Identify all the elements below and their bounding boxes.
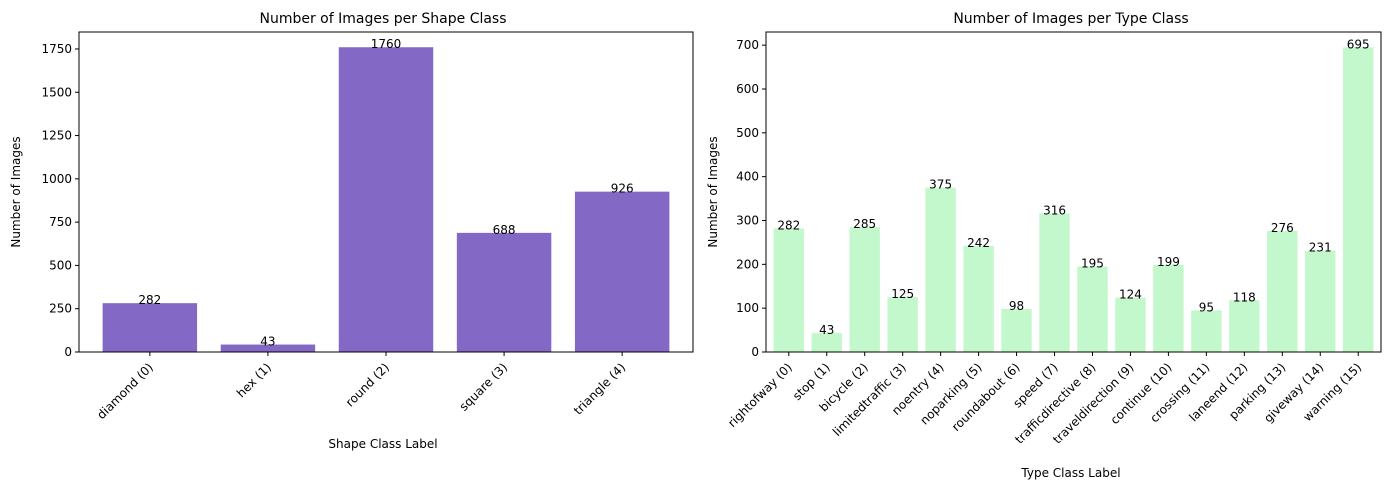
- bar: [887, 297, 918, 352]
- bar: [925, 187, 956, 352]
- y-tick-label: 1250: [41, 129, 72, 143]
- y-tick-label: 0: [64, 345, 72, 359]
- data-label: 195: [1081, 257, 1104, 271]
- y-tick-label: 750: [49, 215, 72, 229]
- bar: [1115, 297, 1146, 352]
- y-ticks: 0 250 500 750 1000 1250 1500 1750: [41, 42, 79, 359]
- data-label: 124: [1119, 288, 1142, 302]
- data-label: 688: [493, 223, 516, 237]
- bar: [1153, 264, 1184, 352]
- data-label: 199: [1157, 255, 1180, 269]
- x-tick-label: diamond (0): [94, 360, 156, 422]
- bar: [849, 227, 880, 352]
- y-tick-label: 250: [49, 302, 72, 316]
- x-tick-label: square (3): [457, 360, 511, 414]
- type-class-chart: Number of Images per Type Class Type Cla…: [706, 11, 1382, 480]
- x-tick-label: round (2): [343, 360, 392, 409]
- x-ticks: rightofway (0)stop (1)bicycle (2)limited…: [725, 352, 1364, 447]
- data-label: 926: [611, 182, 634, 196]
- chart-title: Number of Images per Shape Class: [259, 11, 506, 27]
- x-ticks: diamond (0) hex (1) round (2) square (3) tri…: [94, 352, 628, 422]
- data-label: 125: [891, 287, 914, 301]
- y-tick-label: 600: [736, 82, 759, 96]
- y-ticks: 0 100 200 300 400 500 600 700: [736, 38, 766, 359]
- bar-marks: [773, 47, 1374, 352]
- y-tick-label: 300: [736, 213, 759, 227]
- y-tick-label: 200: [736, 257, 759, 271]
- y-tick-label: 100: [736, 301, 759, 315]
- bar: [963, 245, 994, 352]
- data-label: 43: [819, 323, 834, 337]
- data-label: 43: [260, 335, 275, 349]
- data-label: 282: [777, 218, 800, 232]
- bar: [1305, 250, 1336, 352]
- data-label: 118: [1233, 290, 1256, 304]
- bar: [1039, 213, 1070, 352]
- data-label: 98: [1009, 299, 1024, 313]
- x-axis-label: Shape Class Label: [328, 437, 437, 451]
- y-tick-label: 1750: [41, 42, 72, 56]
- data-labels: 282 43 1760 688 926: [138, 37, 633, 348]
- y-tick-label: 400: [736, 170, 759, 184]
- y-axis-label: Number of Images: [706, 136, 720, 247]
- data-label: 285: [853, 217, 876, 231]
- y-tick-label: 0: [751, 345, 759, 359]
- data-label: 375: [929, 178, 952, 192]
- bar: [1001, 309, 1032, 352]
- plot-frame: [765, 31, 1382, 353]
- bar: [220, 344, 316, 352]
- data-label: 695: [1347, 37, 1370, 51]
- data-label: 242: [967, 236, 990, 250]
- y-axis-label: Number of Images: [9, 136, 23, 247]
- x-axis-label: Type Class Label: [1020, 466, 1120, 480]
- data-label: 282: [138, 293, 161, 307]
- data-label: 276: [1271, 221, 1294, 235]
- data-label: 231: [1309, 241, 1332, 255]
- x-tick-label: roundabout (6): [949, 360, 1023, 434]
- data-label: 316: [1043, 203, 1066, 217]
- bar: [456, 232, 552, 352]
- bar: [1077, 266, 1108, 352]
- bar: [338, 47, 434, 352]
- y-tick-label: 500: [49, 258, 72, 272]
- bar-marks: [102, 47, 670, 352]
- bar: [1229, 300, 1260, 352]
- x-tick-label: hex (1): [234, 360, 274, 400]
- data-labels: 282 43 285 125 375 242 98 316 195 124 199 95 118 276 2…: [777, 37, 1369, 337]
- bar: [773, 228, 804, 352]
- bar: [1343, 47, 1374, 352]
- y-tick-label: 700: [736, 38, 759, 52]
- bar: [1267, 231, 1298, 352]
- y-tick-label: 1000: [41, 172, 72, 186]
- x-tick-label: triangle (4): [571, 360, 628, 417]
- data-label: 95: [1199, 300, 1214, 314]
- shape-class-chart: Number of Images per Shape Class Shape C…: [9, 11, 694, 451]
- bar: [102, 303, 198, 352]
- bar: [574, 191, 670, 352]
- chart-title: Number of Images per Type Class: [953, 11, 1188, 27]
- plot-frame: [78, 31, 694, 353]
- bar: [1191, 310, 1222, 352]
- data-label: 1760: [371, 37, 402, 51]
- bar: [811, 333, 842, 352]
- x-tick-label: rightofway (0): [725, 360, 795, 430]
- y-tick-label: 1500: [41, 85, 72, 99]
- y-tick-label: 500: [736, 126, 759, 140]
